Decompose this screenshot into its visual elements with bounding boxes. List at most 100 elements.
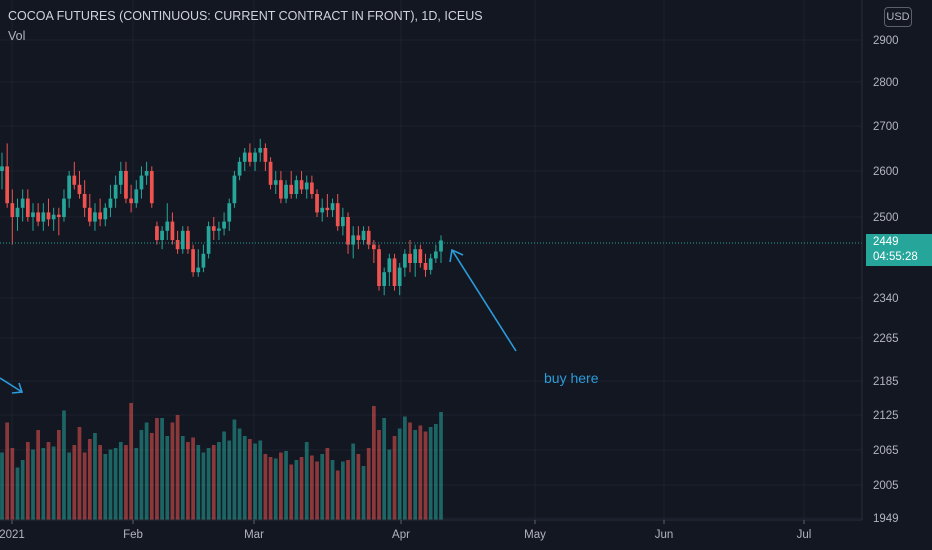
volume-label: Vol (8, 29, 26, 43)
volume-bar (165, 436, 170, 520)
candle-body (118, 171, 123, 185)
candle-body (15, 207, 20, 217)
volume-bar (175, 415, 180, 520)
volume-bar (418, 425, 423, 520)
candle-body (82, 194, 87, 208)
candle-body (67, 175, 72, 199)
candle-body (258, 148, 263, 153)
volume-bar (82, 452, 87, 520)
price-tick-label: 2005 (873, 480, 899, 492)
candle-body (284, 184, 288, 199)
candle-body (273, 180, 278, 185)
candle-body (433, 251, 438, 259)
annotation-arrow-buy[interactable] (449, 248, 517, 352)
candle-body (51, 214, 56, 220)
time-tick-label: Apr (392, 529, 410, 541)
candle-body (155, 226, 159, 240)
volume-bar (103, 454, 108, 520)
volume-bar (227, 440, 232, 520)
candle-body (371, 244, 376, 250)
price-tick-label: 2265 (873, 333, 899, 345)
candle-body (103, 207, 108, 220)
candle-body (170, 221, 175, 240)
candle-body (175, 240, 180, 250)
candle-body (20, 198, 25, 208)
volume-bar (402, 416, 407, 520)
volume-bar (98, 445, 102, 520)
candle-body (304, 182, 309, 190)
volume-bar (15, 467, 20, 520)
candle-body (289, 184, 294, 194)
candle-body (165, 221, 170, 231)
volume-bar (144, 422, 149, 520)
candle-body (377, 249, 381, 286)
volume-bar (242, 436, 247, 520)
volume-bar (149, 433, 154, 520)
candle-body (413, 249, 418, 263)
volume-bar (361, 466, 366, 520)
volume-bar (201, 452, 206, 520)
candle-body (423, 263, 428, 270)
annotation-arrow-left[interactable] (0, 377, 24, 394)
volume-bar (87, 439, 92, 520)
volume-bar (25, 442, 30, 520)
time-tick-label: Jun (655, 529, 674, 541)
chart-title: COCOA FUTURES (CONTINUOUS: CURRENT CONTR… (8, 9, 483, 23)
volume-bar (289, 464, 294, 520)
candle-body (36, 212, 41, 222)
candle-body (211, 226, 216, 231)
candle-body (5, 166, 10, 204)
volume-bar (253, 443, 257, 520)
candle-body (41, 212, 46, 222)
candle-body (341, 217, 345, 227)
time-tick-label: Mar (244, 529, 264, 541)
candle-body (248, 152, 252, 162)
candle-body (124, 171, 128, 199)
candle-body (77, 184, 82, 194)
currency-button[interactable]: USD (884, 7, 912, 27)
volume-bar (56, 430, 61, 520)
candle-body (180, 230, 185, 250)
volume-bar (263, 454, 268, 520)
volume-bar (31, 449, 35, 520)
price-tick-label: 2125 (873, 410, 899, 422)
buy-annotation[interactable]: buy here (544, 370, 599, 386)
candle-body (382, 272, 387, 286)
candle-body (361, 230, 366, 240)
candle-body (196, 267, 201, 273)
price-axis[interactable]: 2900 2800 2700 2600 2500 2340 2265 2185 2125 2065… (873, 35, 899, 525)
volume-bar (258, 440, 263, 520)
candle-body (93, 212, 97, 222)
candle-body (330, 203, 335, 211)
candle-body (56, 214, 61, 217)
volume-bar (387, 449, 392, 520)
candle-body (160, 230, 164, 240)
candle-body (320, 207, 325, 213)
candle-body (0, 166, 4, 171)
volume-bar (196, 445, 201, 520)
volume-bar (186, 442, 190, 520)
volume-bar (108, 449, 113, 520)
volume-bar (433, 424, 438, 520)
price-candles (0, 138, 443, 296)
volume-bar (10, 448, 15, 520)
volume-bar (284, 451, 288, 520)
volume-bar (232, 419, 237, 520)
candle-body (253, 152, 257, 162)
candle-body (186, 230, 190, 250)
volume-bar (62, 410, 66, 520)
volume-bar (423, 431, 428, 520)
candle-body (402, 253, 407, 268)
volume-bar (113, 448, 118, 520)
volume-bar (139, 430, 144, 520)
volume-bar (315, 461, 319, 520)
volume-bar (439, 412, 443, 520)
volume-bar (51, 446, 56, 520)
volume-bar (36, 430, 41, 520)
volume-bar (413, 430, 418, 520)
volume-bar (5, 422, 10, 520)
time-axis[interactable]: 2021 Feb Mar Apr May Jun Jul (0, 520, 811, 541)
time-tick-label: Jul (797, 529, 812, 541)
volume-bar (341, 461, 345, 520)
